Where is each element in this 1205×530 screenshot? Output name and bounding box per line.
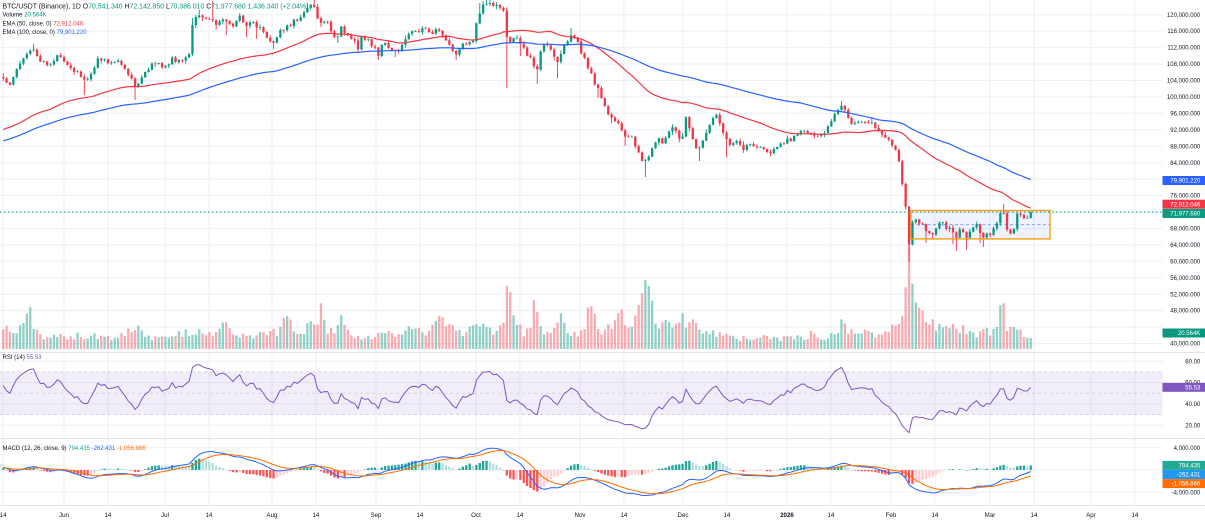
svg-text:80.00: 80.00: [1185, 359, 1201, 365]
svg-text:Oct: Oct: [471, 512, 481, 519]
svg-text:-4,000.000: -4,000.000: [1172, 490, 1201, 496]
svg-text:68,000.000: 68,000.000: [1170, 227, 1201, 233]
svg-text:BTC/USDT (Binance), 1D O70,54: BTC/USDT (Binance), 1D O70,541.340 H72,1…: [3, 4, 309, 11]
svg-text:794.435: 794.435: [1179, 464, 1201, 470]
svg-text:60,000.000: 60,000.000: [1170, 259, 1201, 265]
svg-text:108,000.000: 108,000.000: [1167, 62, 1201, 68]
svg-text:40.00: 40.00: [1185, 402, 1201, 408]
svg-text:79,901.220: 79,901.220: [1170, 179, 1201, 185]
svg-text:-1,056.866: -1,056.866: [1172, 482, 1201, 488]
svg-text:92,000.000: 92,000.000: [1170, 128, 1201, 134]
svg-text:Feb: Feb: [886, 512, 897, 519]
svg-text:14: 14: [516, 512, 523, 519]
svg-text:88,000.000: 88,000.000: [1170, 144, 1201, 150]
svg-text:Nov: Nov: [574, 512, 586, 519]
svg-text:Dec: Dec: [677, 512, 688, 519]
svg-text:Jun: Jun: [59, 512, 70, 519]
svg-text:112,000.000: 112,000.000: [1167, 46, 1201, 52]
svg-text:14: 14: [104, 512, 111, 519]
svg-text:71,977.680: 71,977.680: [1170, 212, 1201, 218]
svg-text:Jul: Jul: [161, 512, 169, 519]
svg-text:Mar: Mar: [985, 512, 996, 519]
svg-text:64,000.000: 64,000.000: [1170, 243, 1201, 249]
svg-text:14: 14: [1030, 512, 1037, 519]
svg-text:120,000.000: 120,000.000: [1167, 13, 1201, 19]
svg-text:96,000.000: 96,000.000: [1170, 111, 1201, 117]
svg-text:40,000.000: 40,000.000: [1170, 342, 1201, 348]
svg-text:14: 14: [205, 512, 212, 519]
svg-text:14: 14: [416, 512, 423, 519]
svg-text:116,000.000: 116,000.000: [1167, 29, 1201, 35]
svg-text:14: 14: [312, 512, 319, 519]
svg-text:-262.431: -262.431: [1177, 473, 1201, 479]
svg-text:14: 14: [723, 512, 730, 519]
svg-text:76,000.000: 76,000.000: [1170, 194, 1201, 200]
svg-text:4,000.000: 4,000.000: [1174, 446, 1201, 452]
svg-text:84,000.000: 84,000.000: [1170, 161, 1201, 167]
svg-text:2026: 2026: [780, 512, 794, 519]
svg-text:14: 14: [1131, 512, 1138, 519]
svg-text:Volume 20.564K: Volume 20.564K: [3, 13, 47, 19]
svg-text:14: 14: [0, 512, 7, 519]
svg-text:14: 14: [827, 512, 834, 519]
svg-text:20.564K: 20.564K: [1178, 331, 1200, 337]
svg-text:56,000.000: 56,000.000: [1170, 276, 1201, 282]
svg-text:14: 14: [931, 512, 938, 519]
svg-text:100,000.000: 100,000.000: [1167, 95, 1201, 101]
svg-text:55.53: 55.53: [1185, 385, 1201, 391]
svg-text:Aug: Aug: [266, 512, 278, 519]
svg-text:104,000.000: 104,000.000: [1167, 79, 1201, 85]
svg-text:Sep: Sep: [370, 512, 382, 519]
svg-text:MACD (12, 26, close, 9) 794.43: MACD (12, 26, close, 9) 794.435 -262.431…: [3, 446, 147, 452]
svg-text:EMA (100, close, 0) 79,901.220: EMA (100, close, 0) 79,901.220: [3, 30, 88, 36]
svg-text:14: 14: [620, 512, 627, 519]
svg-text:Apr: Apr: [1086, 512, 1096, 519]
svg-text:20.00: 20.00: [1185, 423, 1201, 429]
svg-text:72,912.046: 72,912.046: [1170, 202, 1201, 208]
svg-text:48,000.000: 48,000.000: [1170, 309, 1201, 315]
svg-text:52,000.000: 52,000.000: [1170, 292, 1201, 298]
svg-text:RSI (14) 55.53: RSI (14) 55.53: [3, 355, 43, 361]
svg-text:EMA (50, close, 0) 72,912.046: EMA (50, close, 0) 72,912.046: [3, 21, 84, 27]
